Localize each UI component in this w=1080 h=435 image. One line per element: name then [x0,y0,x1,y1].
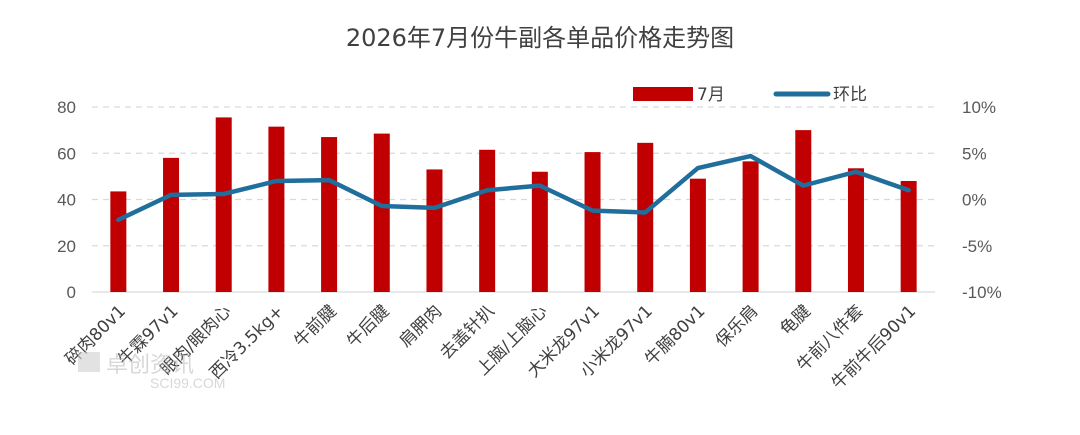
category-label: 牛前腱 [290,301,340,351]
bar [900,181,917,292]
category-label: 保乐肩 [712,301,762,351]
gridlines [92,106,935,293]
watermark: 卓创资讯 SCI99.COM [78,352,225,391]
legend-swatch-bar [633,87,693,101]
right-tick-label: 10% [962,98,996,117]
right-tick-label: 5% [962,144,987,163]
bar [426,169,443,292]
line-series-path [116,153,911,223]
right-tick-label: -10% [962,283,1002,302]
legend-label-line: 环比 [833,85,867,105]
chart-title: 2026年7月份牛副各单品价格走势图 [346,24,734,52]
bar [479,149,496,292]
left-axis-ticks: 0 20 40 60 80 [57,98,76,302]
category-label: 牛后腱 [343,301,393,351]
category-label: 龟腱 [777,301,815,339]
bar [584,152,601,292]
left-tick-label: 40 [57,191,76,210]
bar [689,178,706,292]
left-tick-label: 20 [57,237,76,256]
bar [321,137,338,292]
left-tick-label: 60 [57,144,76,163]
bar [373,133,390,292]
bar-series [110,117,917,292]
watermark-subtext: SCI99.COM [150,375,225,391]
line-series [116,153,911,223]
left-tick-label: 0 [67,283,76,302]
legend: 7月 环比 [633,85,867,105]
bar [531,171,548,292]
bar [742,161,759,292]
right-tick-label: -5% [962,237,992,256]
bar [163,157,180,292]
right-axis-ticks: -10% -5% 0% 5% 10% [962,98,1002,302]
category-label: 肩胛肉 [396,301,446,351]
bar [268,126,285,292]
bar [215,117,232,292]
legend-label-bar: 7月 [697,85,725,105]
watermark-logo-icon [78,352,100,372]
bar [847,168,864,292]
bar [110,191,127,292]
right-tick-label: 0% [962,191,987,210]
left-tick-label: 80 [57,98,76,117]
bar [637,142,654,292]
watermark-text: 卓创资讯 [106,353,194,378]
bar [795,130,812,292]
